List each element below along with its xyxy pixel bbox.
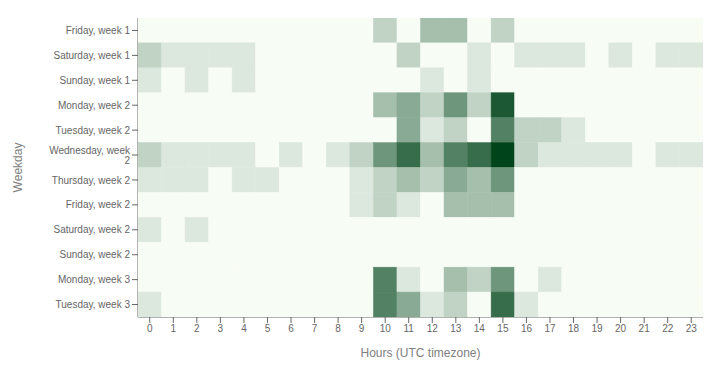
svg-text:12: 12 (427, 323, 439, 334)
svg-text:18: 18 (568, 323, 580, 334)
svg-text:Saturday, week 2: Saturday, week 2 (53, 224, 130, 235)
svg-text:Tuesday, week 3: Tuesday, week 3 (56, 299, 131, 310)
svg-text:7: 7 (312, 323, 318, 334)
svg-text:23: 23 (686, 323, 698, 334)
svg-text:14: 14 (474, 323, 486, 334)
svg-text:5: 5 (265, 323, 271, 334)
svg-text:Monday, week 3: Monday, week 3 (58, 274, 131, 285)
svg-text:Friday, week 1: Friday, week 1 (66, 25, 131, 36)
svg-text:2: 2 (194, 323, 200, 334)
svg-text:Sunday, week 1: Sunday, week 1 (60, 75, 131, 86)
svg-text:19: 19 (592, 323, 604, 334)
svg-text:Sunday, week 2: Sunday, week 2 (60, 249, 131, 260)
svg-text:8: 8 (335, 323, 341, 334)
svg-text:10: 10 (380, 323, 392, 334)
svg-text:15: 15 (497, 323, 509, 334)
svg-text:17: 17 (544, 323, 556, 334)
svg-text:21: 21 (639, 323, 651, 334)
svg-text:4: 4 (241, 323, 247, 334)
svg-text:11: 11 (404, 323, 415, 334)
svg-text:Saturday, week 1: Saturday, week 1 (53, 50, 130, 61)
svg-text:22: 22 (662, 323, 674, 334)
svg-text:Hours (UTC timezone): Hours (UTC timezone) (360, 346, 480, 360)
svg-text:Monday, week 2: Monday, week 2 (58, 100, 131, 111)
svg-text:6: 6 (288, 323, 294, 334)
svg-text:3: 3 (218, 323, 224, 334)
svg-text:13: 13 (450, 323, 462, 334)
svg-text:20: 20 (615, 323, 627, 334)
svg-text:Thursday, week 2: Thursday, week 2 (52, 175, 131, 186)
svg-text:Wednesday, week2: Wednesday, week2 (49, 145, 131, 166)
svg-text:Tuesday, week 2: Tuesday, week 2 (56, 125, 131, 136)
svg-text:Weekday: Weekday (11, 143, 25, 193)
svg-text:Friday, week 2: Friday, week 2 (66, 199, 131, 210)
svg-text:0: 0 (147, 323, 153, 334)
svg-text:16: 16 (521, 323, 533, 334)
svg-text:9: 9 (359, 323, 365, 334)
svg-text:1: 1 (171, 323, 177, 334)
